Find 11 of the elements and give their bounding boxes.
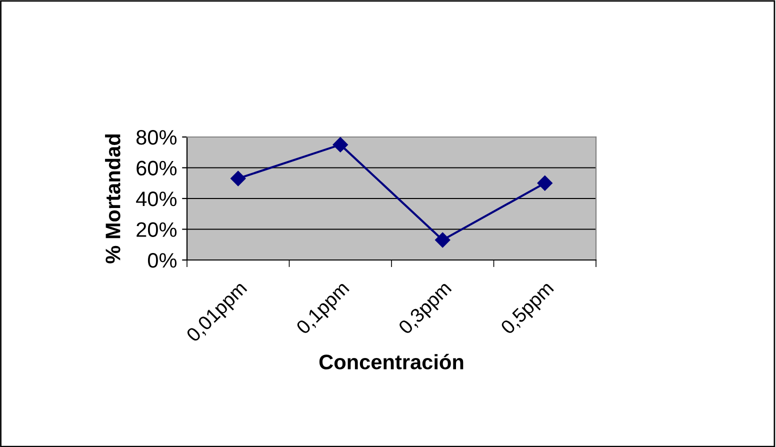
y-axis-title: % Mortandad (105, 134, 120, 264)
y-tick-label: 80% (136, 130, 177, 145)
y-tick-label: 20% (136, 222, 177, 238)
x-axis-title: Concentración (319, 354, 464, 370)
point (230, 170, 246, 186)
y-tick-label: 60% (136, 160, 177, 176)
y-tick-label: 0% (148, 253, 177, 268)
point (435, 232, 450, 248)
point (332, 137, 348, 152)
y-tick-label: 40% (136, 192, 177, 206)
point (537, 176, 552, 191)
